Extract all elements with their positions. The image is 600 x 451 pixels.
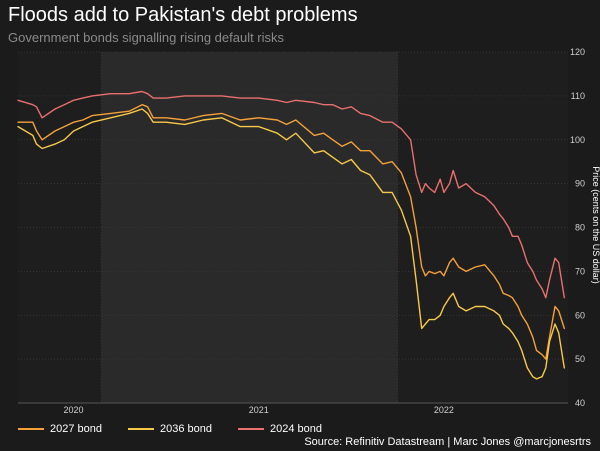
legend-swatch-2027: [18, 428, 44, 430]
legend-item-2027: 2027 bond: [18, 423, 102, 435]
grid-lines: [18, 51, 568, 404]
legend-item-2036: 2036 bond: [128, 423, 212, 435]
legend-item-2024: 2024 bond: [238, 423, 322, 435]
series-line-2024-bond: [17, 90, 565, 299]
legend-label-2027: 2027 bond: [50, 423, 102, 435]
y-tick-label: 110: [571, 91, 585, 101]
y-tick-label: 120: [570, 47, 585, 57]
y-tick-label: 40: [575, 398, 585, 408]
legend-swatch-2036: [128, 428, 154, 430]
chart-title: Floods add to Pakistan's debt problems: [8, 4, 358, 26]
legend-label-2036: 2036 bond: [160, 423, 212, 435]
legend-label-2024: 2024 bond: [270, 423, 322, 435]
series-lines: [17, 90, 565, 380]
y-tick-label: 60: [575, 310, 585, 320]
x-tick-label: 2020: [64, 405, 84, 415]
legend: 2027 bond 2036 bond 2024 bond: [18, 423, 322, 435]
y-tick-label: 70: [575, 266, 585, 276]
y-tick-label: 80: [575, 223, 585, 233]
y-tick-label: 90: [575, 179, 585, 189]
x-tick-label: 2022: [434, 405, 454, 415]
chart-subtitle: Government bonds signalling rising defau…: [8, 30, 285, 45]
y-tick-label: 100: [570, 135, 585, 145]
y-axis-label: Price (cents on the US dollar): [591, 166, 600, 284]
legend-swatch-2024: [238, 428, 264, 430]
shaded-periods: [18, 52, 568, 403]
x-tick-label: 2021: [249, 405, 269, 415]
y-tick-labels: 40 50 60 70 80 90 100 110 120: [570, 47, 585, 408]
x-tick-labels: 2020 2021 2022: [64, 405, 454, 415]
series-line-2027-bond: [17, 103, 565, 360]
series-line-2036-bond: [17, 108, 565, 380]
source-credit: Source: Refinitiv Datastream | Marc Jone…: [304, 436, 591, 448]
y-tick-label: 50: [575, 354, 585, 364]
